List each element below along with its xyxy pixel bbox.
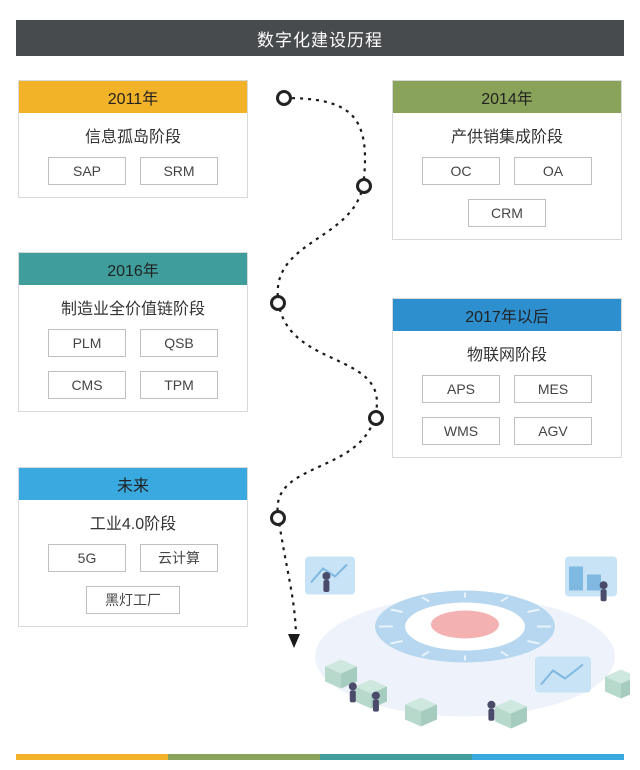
footer-stripe [16, 754, 168, 760]
stage-tags: APS MES WMS AGV [393, 371, 621, 457]
tag: AGV [514, 417, 592, 445]
stage-tags: SAP SRM [19, 153, 247, 197]
tag: CRM [468, 199, 546, 227]
tag: SRM [140, 157, 218, 185]
tag: 黑灯工厂 [86, 586, 180, 614]
iot-illustration [300, 500, 630, 730]
stage-subtitle: 工业4.0阶段 [19, 500, 247, 540]
tag: OC [422, 157, 500, 185]
tag: 云计算 [140, 544, 218, 572]
stage-s3: 2016年制造业全价值链阶段 PLM QSB CMS TPM [18, 252, 248, 412]
stage-year: 2011年 [19, 81, 247, 113]
stage-tags: OC OA CRM [393, 153, 621, 239]
stage-tags: 5G 云计算黑灯工厂 [19, 540, 247, 626]
timeline-node [270, 510, 286, 526]
title-bar: 数字化建设历程 [16, 20, 624, 56]
timeline-node [270, 295, 286, 311]
stage-s5: 未来工业4.0阶段 5G 云计算黑灯工厂 [18, 467, 248, 627]
stage-subtitle: 物联网阶段 [393, 331, 621, 371]
timeline-node [368, 410, 384, 426]
timeline-node [356, 178, 372, 194]
stage-tags: PLM QSB CMS TPM [19, 325, 247, 411]
stage-s2: 2014年产供销集成阶段 OC OA CRM [392, 80, 622, 240]
stage-year: 2014年 [393, 81, 621, 113]
tag: QSB [140, 329, 218, 357]
timeline-node [276, 90, 292, 106]
tag: SAP [48, 157, 126, 185]
tag: 5G [48, 544, 126, 572]
tag: WMS [422, 417, 500, 445]
stage-subtitle: 信息孤岛阶段 [19, 113, 247, 153]
tag: PLM [48, 329, 126, 357]
stage-year: 2016年 [19, 253, 247, 285]
tag: MES [514, 375, 592, 403]
tag: APS [422, 375, 500, 403]
stage-year: 2017年以后 [393, 299, 621, 331]
stage-subtitle: 制造业全价值链阶段 [19, 285, 247, 325]
stage-year: 未来 [19, 468, 247, 500]
stage-s4: 2017年以后物联网阶段 APS MES WMS AGV [392, 298, 622, 458]
footer-stripe [472, 754, 624, 760]
footer-stripe [320, 754, 472, 760]
stage-subtitle: 产供销集成阶段 [393, 113, 621, 153]
stage-s1: 2011年信息孤岛阶段 SAP SRM [18, 80, 248, 198]
tag: CMS [48, 371, 126, 399]
title-text: 数字化建设历程 [257, 26, 383, 51]
tag: TPM [140, 371, 218, 399]
footer-stripe [168, 754, 320, 760]
tag: OA [514, 157, 592, 185]
